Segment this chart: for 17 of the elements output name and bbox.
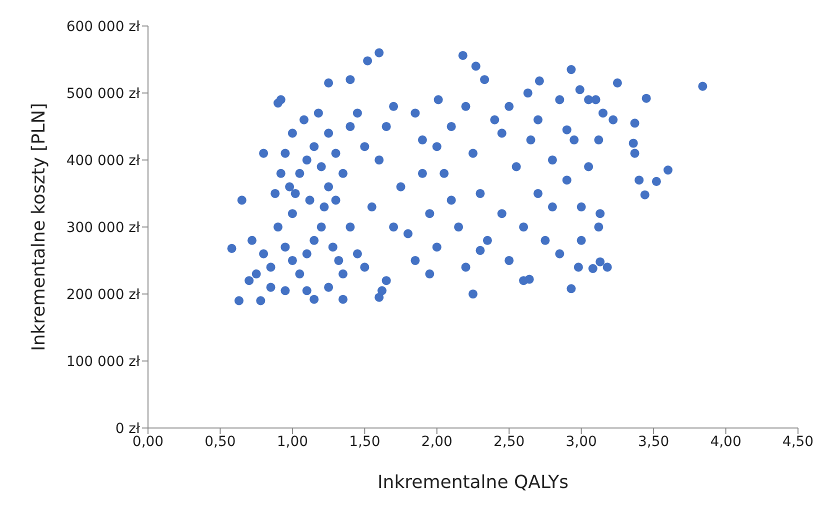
y-tick-label: 100 000 zł bbox=[66, 354, 140, 370]
y-tick-label: 200 000 zł bbox=[66, 286, 140, 303]
y-tick-label: 600 000 zł bbox=[66, 18, 140, 35]
x-tick-label: 1,00 bbox=[276, 434, 308, 450]
x-tick-label: 1,50 bbox=[349, 434, 380, 450]
x-tick-label: 2,00 bbox=[421, 434, 452, 450]
x-tick-label: 3,50 bbox=[638, 434, 670, 450]
x-tick-label: 3,00 bbox=[566, 434, 597, 450]
y-tick-label: 500 000 zł bbox=[66, 86, 140, 102]
x-tick-label: 4,50 bbox=[782, 434, 814, 450]
y-tick-label: 300 000 zł bbox=[66, 220, 140, 236]
x-tick-label: 4,00 bbox=[710, 434, 742, 450]
x-axis-title: Inkrementalne QALYs bbox=[377, 472, 569, 493]
x-tick-label: 0,50 bbox=[204, 434, 236, 450]
y-tick-label: 400 000 zł bbox=[66, 152, 140, 169]
y-axis-title: Inkrementalne koszty [PLN] bbox=[28, 103, 50, 351]
x-tick-label: 2,50 bbox=[494, 434, 525, 450]
